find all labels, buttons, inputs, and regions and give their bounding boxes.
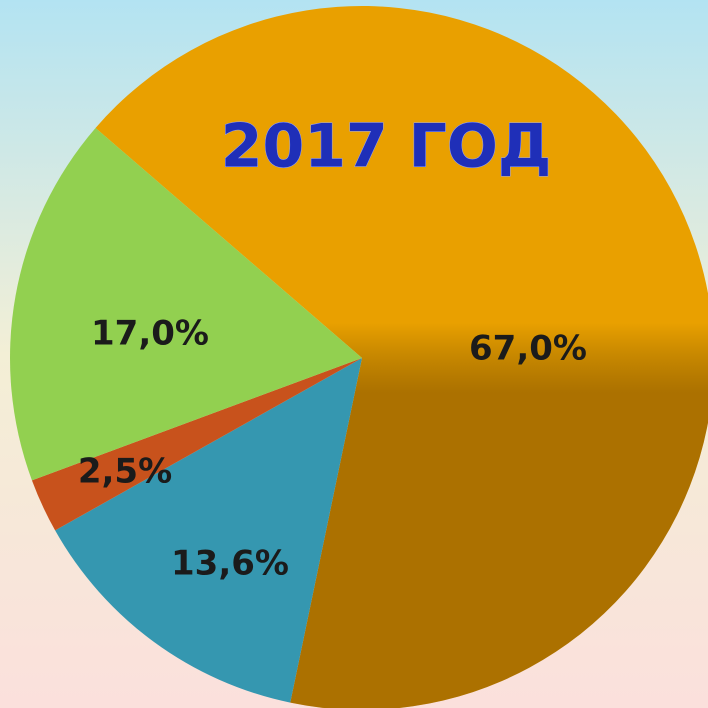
data-label: 13,6% (171, 544, 289, 584)
pie-slice (55, 358, 363, 703)
pie-slice (10, 127, 363, 481)
slice-shade (95, 6, 708, 708)
pie-slice (31, 358, 362, 531)
data-label: 67,0% (469, 329, 587, 369)
chart-title: 2017 ГОД (221, 112, 552, 182)
pie (10, 6, 708, 708)
labels: 67,0% 13,6% 2,5% 17,0% (78, 314, 587, 584)
data-label: 2,5% (78, 452, 172, 492)
data-label: 17,0% (91, 314, 209, 354)
